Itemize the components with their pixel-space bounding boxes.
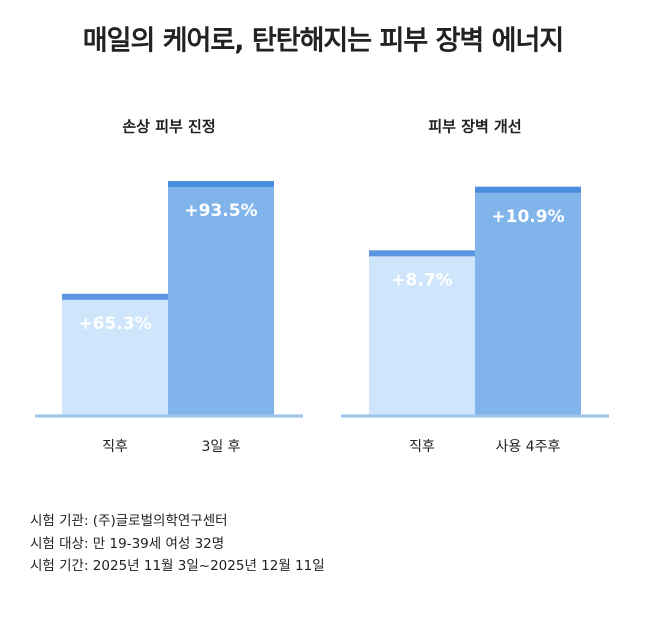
bar bbox=[475, 186, 581, 415]
x-tick-label: 사용 4주후 bbox=[496, 439, 561, 455]
note: 시험 기관: (주)글로벌의학연구센터 bbox=[30, 513, 228, 529]
x-tick-label: 직후 bbox=[409, 439, 435, 455]
chart-title: 피부 장벽 개선 bbox=[428, 118, 521, 136]
x-tick-label: 직후 bbox=[102, 439, 128, 455]
page-title: 매일의 케어로, 탄탄해지는 피부 장벽 에너지 bbox=[83, 26, 563, 57]
value-label: +65.3% bbox=[78, 314, 151, 334]
value-label: +10.9% bbox=[491, 207, 564, 227]
chart-title: 손상 피부 진정 bbox=[122, 118, 215, 136]
bar bbox=[369, 250, 475, 415]
bar-cap bbox=[369, 250, 475, 257]
bar-cap bbox=[168, 181, 274, 187]
bar-cap bbox=[62, 293, 168, 300]
value-label: +93.5% bbox=[184, 201, 257, 221]
value-label: +8.7% bbox=[391, 270, 452, 290]
bar-cap bbox=[475, 186, 581, 193]
x-tick-label: 3일 후 bbox=[201, 439, 240, 455]
bar bbox=[168, 181, 274, 415]
note: 시험 기간: 2025년 11월 3일~2025년 12월 11일 bbox=[30, 558, 325, 574]
note: 시험 대상: 만 19-39세 여성 32명 bbox=[30, 536, 224, 552]
bar bbox=[62, 293, 168, 415]
